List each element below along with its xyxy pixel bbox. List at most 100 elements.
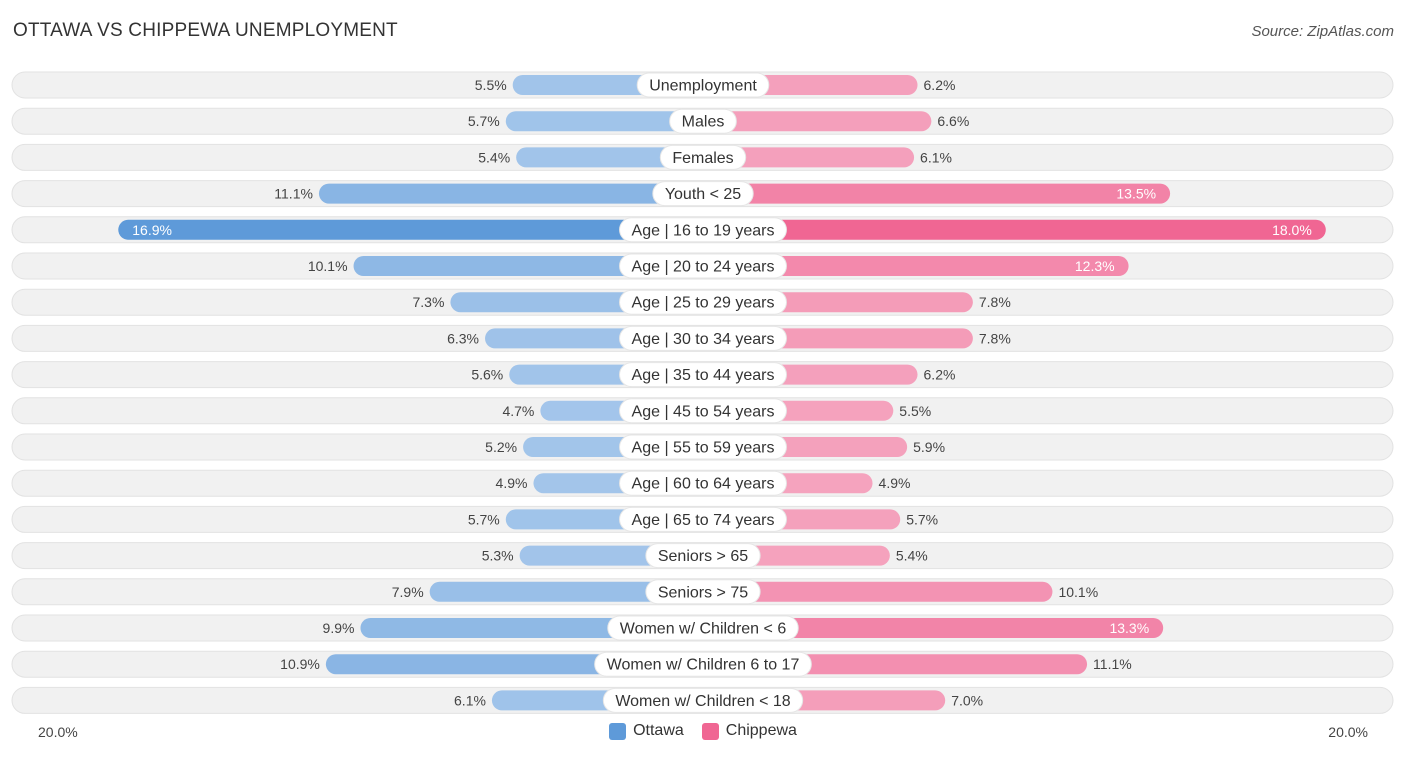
- value-label-chippewa: 13.3%: [1109, 620, 1149, 636]
- value-label-chippewa: 4.9%: [879, 475, 911, 491]
- value-label-ottawa: 6.3%: [447, 330, 479, 346]
- value-label-ottawa: 10.9%: [280, 656, 320, 672]
- value-label-chippewa: 6.6%: [937, 113, 969, 129]
- bar-row: Females 5.4% 6.1%: [11, 143, 1394, 171]
- bar-row: Seniors > 75 7.9% 10.1%: [11, 578, 1394, 606]
- value-label-chippewa: 6.2%: [924, 77, 956, 93]
- category-label: Age | 65 to 74 years: [632, 512, 775, 529]
- category-label: Age | 20 to 24 years: [632, 259, 775, 276]
- category-label: Women w/ Children < 6: [620, 621, 787, 638]
- category-label: Age | 16 to 19 years: [632, 222, 775, 239]
- bar-ottawa: [516, 147, 703, 168]
- value-label-chippewa: 7.0%: [951, 692, 983, 708]
- value-label-chippewa: 13.5%: [1116, 186, 1156, 202]
- category-label-pill: [645, 543, 761, 569]
- bar-row: Women w/ Children 6 to 17 10.9% 11.1%: [11, 650, 1394, 678]
- category-label-pill: [602, 687, 804, 713]
- bar-ottawa: [429, 581, 703, 602]
- bar-row: Age | 25 to 29 years 7.3% 7.8%: [11, 288, 1394, 316]
- value-label-chippewa: 5.5%: [899, 403, 931, 419]
- bar-row: Age | 20 to 24 years 10.1% 12.3%: [11, 252, 1394, 280]
- category-label-pill: [619, 253, 787, 279]
- legend-swatch-ottawa: [609, 722, 627, 740]
- bar-row: Unemployment 5.5% 6.2%: [11, 71, 1394, 99]
- bar-ottawa: [118, 219, 703, 240]
- bar-chippewa: [703, 618, 1164, 638]
- category-label-pill: [659, 144, 747, 170]
- category-label: Women w/ Children 6 to 17: [607, 657, 800, 674]
- legend-label-chippewa: Chippewa: [725, 722, 797, 739]
- bar-row: Males 5.7% 6.6%: [11, 107, 1394, 135]
- value-label-chippewa: 11.1%: [1093, 656, 1132, 672]
- legend-item-ottawa[interactable]: Ottawa: [609, 722, 684, 740]
- value-label-ottawa: 4.9%: [496, 475, 528, 491]
- category-label-pill: [652, 181, 754, 207]
- bar-chippewa: [703, 183, 1171, 204]
- bar-row: Age | 30 to 34 years 6.3% 7.8%: [11, 324, 1394, 352]
- category-label-pill: [594, 651, 812, 677]
- bar-chippewa: [703, 147, 915, 168]
- category-label: Males: [682, 114, 725, 131]
- category-label-pill: [645, 579, 761, 605]
- category-label-pill: [619, 325, 787, 351]
- legend-item-chippewa[interactable]: Chippewa: [701, 722, 797, 740]
- bar-row: Youth < 25 11.1% 13.5%: [11, 180, 1394, 208]
- value-label-ottawa: 5.3%: [482, 548, 514, 564]
- value-label-chippewa: 5.7%: [906, 511, 938, 527]
- value-label-ottawa: 6.1%: [454, 692, 486, 708]
- category-label-pill: [619, 398, 787, 424]
- bar-chippewa: [703, 111, 932, 132]
- value-label-ottawa: 5.4%: [478, 149, 510, 165]
- category-label: Unemployment: [649, 78, 757, 95]
- value-label-ottawa: 5.6%: [471, 367, 503, 383]
- bar-chippewa: [703, 581, 1053, 602]
- category-label-pill: [619, 217, 787, 243]
- value-label-chippewa: 5.4%: [896, 548, 928, 564]
- category-label: Age | 60 to 64 years: [632, 476, 775, 493]
- bar-row: Women w/ Children < 6 9.9% 13.3%: [11, 614, 1394, 642]
- category-label-pill: [669, 108, 737, 134]
- category-label: Age | 45 to 54 years: [632, 403, 775, 420]
- category-label: Seniors > 65: [658, 548, 748, 565]
- category-label-pill: [619, 289, 787, 315]
- bar-row: Age | 45 to 54 years 4.7% 5.5%: [11, 397, 1394, 425]
- category-label: Age | 25 to 29 years: [632, 295, 775, 312]
- legend-swatch-chippewa: [701, 722, 719, 740]
- bar-row: Age | 60 to 64 years 4.9% 4.9%: [11, 469, 1394, 497]
- bar-row: Age | 35 to 44 years 5.6% 6.2%: [11, 361, 1394, 389]
- value-label-ottawa: 5.2%: [485, 439, 517, 455]
- value-label-chippewa: 6.1%: [920, 149, 952, 165]
- value-label-chippewa: 18.0%: [1272, 222, 1312, 238]
- bar-row: Seniors > 65 5.3% 5.4%: [11, 542, 1394, 570]
- category-label: Age | 35 to 44 years: [632, 367, 775, 384]
- bar-ottawa: [318, 183, 703, 204]
- bar-row: Women w/ Children < 18 6.1% 7.0%: [11, 686, 1394, 714]
- category-label-pill: [619, 434, 787, 460]
- source-credit: Source: ZipAtlas.com: [1251, 23, 1394, 40]
- category-label: Females: [672, 150, 733, 167]
- value-label-ottawa: 5.7%: [468, 113, 500, 129]
- value-label-chippewa: 7.8%: [979, 330, 1011, 346]
- value-label-ottawa: 16.9%: [132, 222, 172, 238]
- category-label: Women w/ Children < 18: [615, 693, 790, 710]
- value-label-chippewa: 5.9%: [913, 439, 945, 455]
- bar-row: Age | 16 to 19 years 16.9% 18.0%: [11, 216, 1394, 244]
- category-label-pill: [607, 615, 799, 641]
- value-label-ottawa: 11.1%: [274, 186, 313, 202]
- value-label-ottawa: 7.9%: [392, 584, 424, 600]
- category-label: Age | 30 to 34 years: [632, 331, 775, 348]
- category-label: Seniors > 75: [658, 584, 748, 601]
- bar-chippewa: [703, 219, 1326, 240]
- bar-row: Age | 55 to 59 years 5.2% 5.9%: [11, 433, 1394, 461]
- axis-right-label: 20.0%: [1328, 724, 1368, 740]
- bar-ottawa: [353, 256, 703, 276]
- value-label-chippewa: 12.3%: [1075, 258, 1115, 274]
- value-label-ottawa: 9.9%: [323, 620, 355, 636]
- bar-ottawa: [505, 111, 703, 132]
- legend-label-ottawa: Ottawa: [633, 722, 684, 739]
- category-label-pill: [636, 72, 770, 98]
- category-label-pill: [619, 470, 787, 496]
- category-label: Youth < 25: [665, 186, 741, 203]
- bar-chippewa: [703, 256, 1129, 276]
